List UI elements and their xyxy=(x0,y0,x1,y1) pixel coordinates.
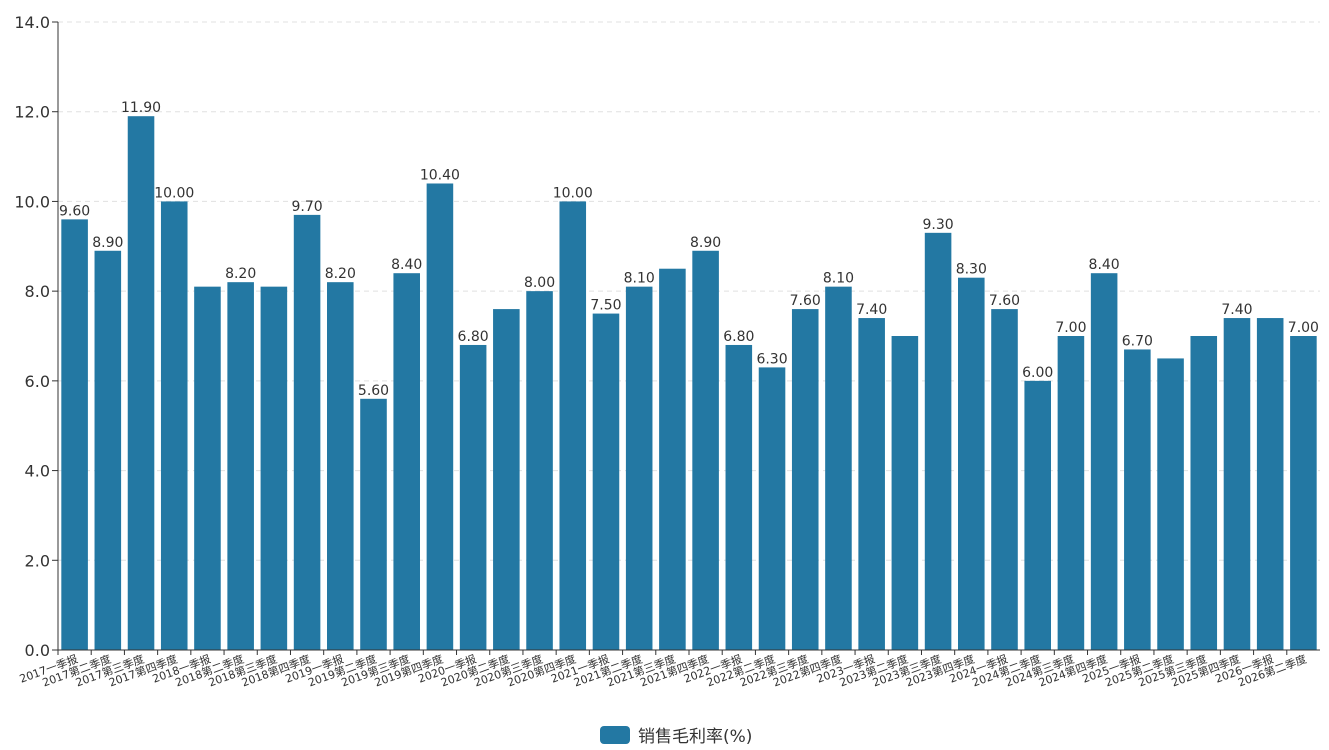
bar[interactable] xyxy=(659,268,686,650)
y-tick-label: 0.0 xyxy=(25,641,50,660)
data-label: 7.40 xyxy=(856,302,887,318)
bar[interactable] xyxy=(160,201,188,650)
bar[interactable] xyxy=(825,286,852,650)
bar[interactable] xyxy=(891,336,919,650)
data-label: 10.00 xyxy=(154,185,194,201)
axes xyxy=(52,21,1320,655)
bar[interactable] xyxy=(858,318,885,650)
bar[interactable] xyxy=(725,344,753,650)
y-tick-label: 10.0 xyxy=(14,192,50,211)
data-label: 7.40 xyxy=(1221,302,1252,318)
bar[interactable] xyxy=(493,309,520,650)
data-label: 8.40 xyxy=(1089,257,1120,273)
bar[interactable] xyxy=(1057,336,1085,650)
y-tick-label: 4.0 xyxy=(25,462,50,481)
data-label: 7.00 xyxy=(1288,320,1319,336)
data-label: 8.40 xyxy=(391,257,422,273)
data-label: 10.00 xyxy=(553,185,593,201)
bar[interactable] xyxy=(791,309,819,650)
bar[interactable] xyxy=(958,277,985,650)
bar[interactable] xyxy=(559,201,587,650)
data-label: 9.30 xyxy=(922,217,953,233)
data-label: 8.00 xyxy=(524,275,555,291)
bar[interactable] xyxy=(1024,380,1051,650)
bar[interactable] xyxy=(360,398,387,650)
bar[interactable] xyxy=(260,286,288,650)
data-label: 6.80 xyxy=(723,329,754,345)
bars xyxy=(61,116,1317,651)
bar[interactable] xyxy=(1124,349,1151,650)
bar[interactable] xyxy=(526,291,553,650)
data-label: 9.60 xyxy=(59,203,90,219)
data-label: 9.70 xyxy=(291,199,322,215)
bar[interactable] xyxy=(991,309,1018,650)
bar[interactable] xyxy=(127,116,155,650)
data-label: 8.20 xyxy=(225,266,256,282)
y-tick-label: 14.0 xyxy=(14,13,50,32)
data-label: 8.90 xyxy=(690,235,721,251)
data-label: 6.00 xyxy=(1022,365,1053,381)
bar[interactable] xyxy=(625,286,653,650)
y-tick-label: 8.0 xyxy=(25,282,50,301)
bar[interactable] xyxy=(61,219,88,650)
bar[interactable] xyxy=(1290,336,1317,650)
bar[interactable] xyxy=(293,214,321,650)
bar[interactable] xyxy=(1190,336,1218,650)
bar[interactable] xyxy=(327,282,354,650)
bar[interactable] xyxy=(227,282,254,650)
bar[interactable] xyxy=(758,367,786,650)
bar[interactable] xyxy=(426,183,454,650)
bar[interactable] xyxy=(194,286,221,650)
bar[interactable] xyxy=(1223,318,1251,650)
y-tick-label: 2.0 xyxy=(25,551,50,570)
data-label: 8.30 xyxy=(956,262,987,278)
y-tick-label: 6.0 xyxy=(25,372,50,391)
data-label: 7.50 xyxy=(590,298,621,314)
bar[interactable] xyxy=(592,313,620,650)
bar[interactable] xyxy=(94,250,122,650)
bar[interactable] xyxy=(393,273,420,650)
data-label: 7.60 xyxy=(989,293,1020,309)
legend-label: 销售毛利率(%) xyxy=(638,727,753,747)
bar[interactable] xyxy=(459,344,487,650)
legend-swatch xyxy=(600,725,630,744)
data-label: 11.90 xyxy=(121,100,161,116)
data-label: 7.60 xyxy=(790,293,821,309)
data-label: 5.60 xyxy=(358,383,389,399)
bar[interactable] xyxy=(924,232,952,651)
data-label: 6.70 xyxy=(1122,333,1153,349)
y-tick-label: 12.0 xyxy=(14,103,50,122)
bar[interactable] xyxy=(1256,318,1284,650)
data-label: 8.10 xyxy=(823,271,854,287)
data-label: 10.40 xyxy=(420,167,460,183)
data-label: 8.20 xyxy=(325,266,356,282)
data-label: 7.00 xyxy=(1055,320,1086,336)
data-label: 8.90 xyxy=(92,235,123,251)
legend[interactable]: 销售毛利率(%) xyxy=(600,722,752,747)
data-label: 6.80 xyxy=(458,329,489,345)
bar[interactable] xyxy=(692,250,719,650)
bar[interactable] xyxy=(1090,273,1118,650)
data-label: 8.10 xyxy=(624,271,655,287)
data-label: 6.30 xyxy=(756,351,787,367)
bar[interactable] xyxy=(1157,358,1184,650)
